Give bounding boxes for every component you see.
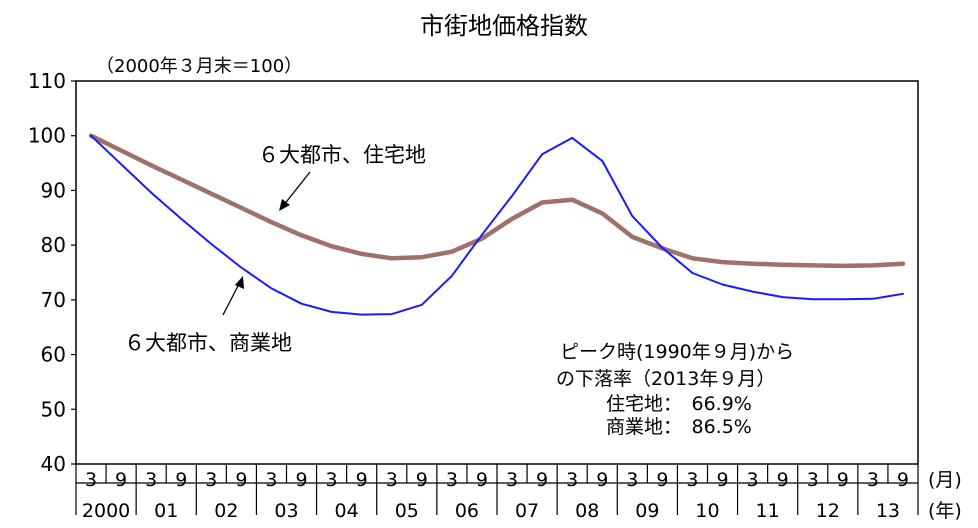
x-month-label: 3 — [686, 469, 698, 491]
x-year-label: 04 — [335, 500, 359, 522]
x-month-label: 3 — [506, 469, 518, 491]
x-month-label: 9 — [656, 469, 668, 491]
x-year-label: 10 — [695, 500, 719, 522]
x-year-label: 06 — [455, 500, 479, 522]
x-month-label: 9 — [777, 469, 789, 491]
x-month-label: 9 — [837, 469, 849, 491]
residential-label: ６大都市、住宅地 — [258, 143, 426, 167]
x-month-label: 3 — [747, 469, 759, 491]
note-line-2: の下落率（2013年９月） — [556, 368, 775, 390]
x-year-label: 05 — [395, 500, 419, 522]
chart-title: 市街地価格指数 — [420, 12, 588, 40]
x-year-label: 11 — [756, 500, 780, 522]
x-month-label: 3 — [205, 469, 217, 491]
x-year-unit: (年) — [928, 500, 962, 522]
x-month-label: 3 — [386, 469, 398, 491]
x-year-label: 03 — [274, 500, 298, 522]
x-month-label: 3 — [566, 469, 578, 491]
x-month-label: 9 — [897, 469, 909, 491]
x-month-label: 9 — [716, 469, 728, 491]
x-month-label: 9 — [416, 469, 428, 491]
x-month-label: 9 — [295, 469, 307, 491]
x-year-label: 08 — [575, 500, 599, 522]
x-month-unit: (月) — [928, 469, 962, 491]
x-month-label: 9 — [536, 469, 548, 491]
commercial-arrow — [222, 281, 241, 316]
residential-arrowhead — [279, 199, 290, 211]
chart-subtitle: （2000年３月末＝100） — [96, 56, 302, 77]
series-lines — [88, 133, 906, 316]
commercial-label: ６大都市、商業地 — [124, 331, 292, 355]
note-line-1: ピーク時(1990年９月)から — [560, 341, 794, 363]
y-axis: 40 50 60 70 80 90 100 110 — [28, 69, 76, 476]
y-tick-label: 50 — [41, 397, 66, 421]
x-year-label: 01 — [154, 500, 178, 522]
residential-arrow — [282, 171, 311, 207]
x-year-label: 13 — [876, 500, 900, 522]
y-tick-label: 60 — [41, 343, 66, 367]
y-tick-label: 70 — [41, 288, 66, 312]
x-month-label: 9 — [235, 469, 247, 491]
x-month-label: 9 — [596, 469, 608, 491]
x-month-label: 3 — [265, 469, 277, 491]
note-line-3: 住宅地： 66.9% — [606, 393, 752, 415]
y-tick-label: 40 — [41, 452, 66, 476]
x-month-label: 3 — [807, 469, 819, 491]
x-month-label: 3 — [145, 469, 157, 491]
commercial-arrowhead — [235, 276, 244, 289]
y-tick-label: 110 — [28, 69, 66, 93]
x-month-label: 9 — [356, 469, 368, 491]
x-month-label: 3 — [326, 469, 338, 491]
x-month-label: 3 — [446, 469, 458, 491]
series-line-residential — [88, 133, 906, 269]
x-month-label: 3 — [626, 469, 638, 491]
x-month-label: 9 — [476, 469, 488, 491]
x-month-label: 3 — [85, 469, 97, 491]
x-year-label: 2000 — [82, 500, 130, 522]
note-line-4: 商業地： 86.5% — [606, 416, 752, 438]
y-tick-label: 90 — [41, 178, 66, 202]
y-tick-label: 100 — [28, 124, 66, 148]
series-line-commercial — [90, 134, 904, 316]
x-year-label: 02 — [214, 500, 238, 522]
x-month-label: 9 — [115, 469, 127, 491]
x-year-label: 12 — [816, 500, 840, 522]
x-month-label: 9 — [175, 469, 187, 491]
x-year-label: 07 — [515, 500, 539, 522]
x-year-label: 09 — [635, 500, 659, 522]
plot-area — [75, 80, 919, 465]
y-tick-label: 80 — [41, 233, 66, 257]
x-month-label: 3 — [867, 469, 879, 491]
